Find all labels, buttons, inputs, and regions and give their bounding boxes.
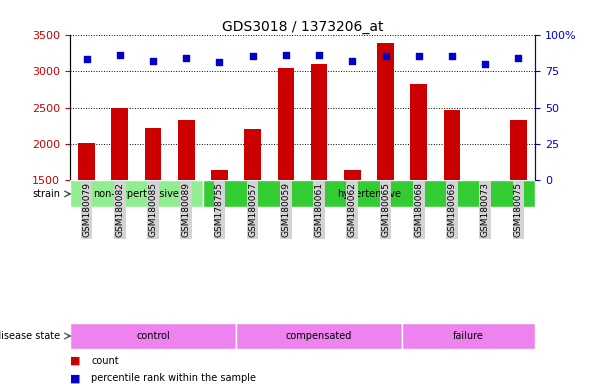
Title: GDS3018 / 1373206_at: GDS3018 / 1373206_at (222, 20, 383, 33)
Text: strain: strain (33, 189, 61, 199)
Text: GSM180057: GSM180057 (248, 182, 257, 237)
Bar (78, 143, 95, 180)
Point (447, 53, 457, 60)
Bar (145, 128, 161, 180)
Bar (278, 68, 294, 180)
Point (314, 52, 324, 58)
Text: count: count (91, 356, 119, 366)
Text: GSM180062: GSM180062 (348, 182, 357, 237)
Text: GSM180073: GSM180073 (481, 182, 489, 237)
Text: GSM178755: GSM178755 (215, 182, 224, 237)
Bar (178, 120, 195, 180)
Point (248, 53, 258, 60)
Text: control: control (136, 331, 170, 341)
Point (281, 52, 291, 58)
Text: hypertensive: hypertensive (337, 189, 401, 199)
Text: GSM180089: GSM180089 (182, 182, 191, 237)
Point (381, 53, 390, 60)
Bar (203, 180, 535, 207)
Text: GSM180059: GSM180059 (282, 182, 291, 237)
Point (115, 52, 125, 58)
Text: GSM180075: GSM180075 (514, 182, 523, 237)
Bar (510, 120, 527, 180)
Point (148, 58, 158, 64)
Text: percentile rank within the sample: percentile rank within the sample (91, 373, 256, 383)
Point (480, 61, 490, 67)
Bar (402, 323, 535, 349)
Text: GSM180068: GSM180068 (414, 182, 423, 237)
Text: GSM180079: GSM180079 (82, 182, 91, 237)
Bar (70, 323, 236, 349)
Bar (244, 129, 261, 180)
Text: GSM180082: GSM180082 (116, 182, 124, 237)
Point (181, 55, 191, 61)
Text: compensated: compensated (286, 331, 352, 341)
Text: GSM180065: GSM180065 (381, 182, 390, 237)
Bar (344, 170, 361, 180)
Bar (236, 323, 402, 349)
Text: GSM180061: GSM180061 (314, 182, 323, 237)
Bar (111, 108, 128, 180)
Bar (70, 180, 203, 207)
Bar (377, 43, 394, 180)
Point (514, 55, 523, 61)
Bar (311, 64, 327, 180)
Bar (211, 170, 228, 180)
Text: ■: ■ (70, 373, 80, 383)
Bar (444, 111, 460, 180)
Text: non-hypertensive: non-hypertensive (94, 189, 179, 199)
Point (81, 56, 91, 63)
Point (347, 58, 357, 64)
Bar (410, 84, 427, 180)
Point (414, 53, 424, 60)
Text: GSM180069: GSM180069 (447, 182, 457, 237)
Point (215, 59, 224, 65)
Text: GSM180085: GSM180085 (148, 182, 157, 237)
Text: ■: ■ (70, 356, 80, 366)
Text: failure: failure (453, 331, 484, 341)
Text: disease state: disease state (0, 331, 61, 341)
